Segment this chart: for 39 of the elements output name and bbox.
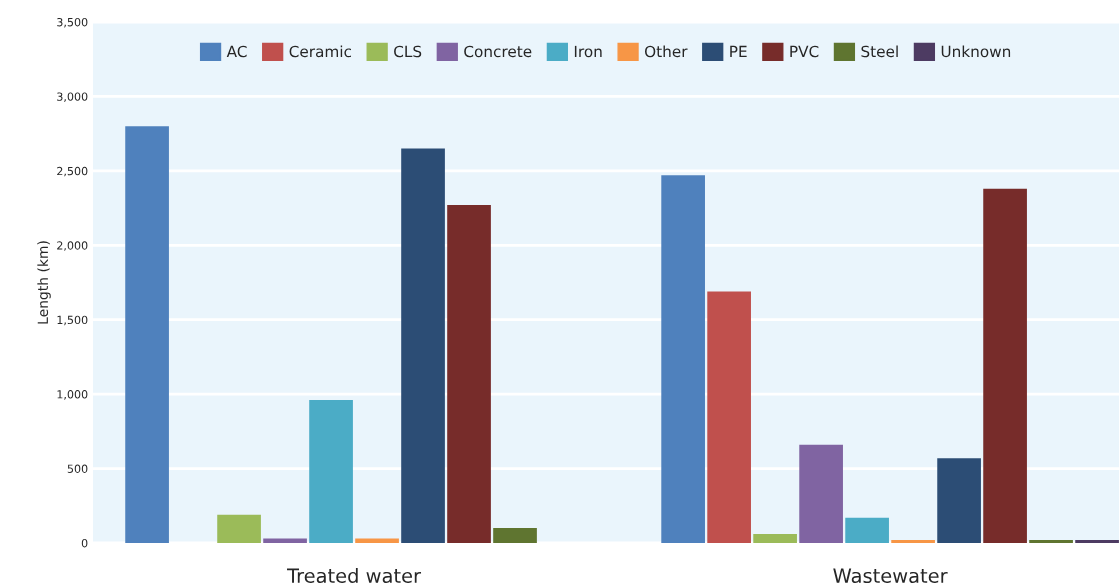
y-tick-label: 3,000 — [57, 92, 88, 102]
bar — [845, 517, 889, 543]
bar — [125, 126, 169, 543]
bar — [447, 205, 491, 543]
bar — [493, 528, 537, 543]
x-tick-label: Treated water — [287, 568, 422, 584]
legend-label: AC — [226, 45, 247, 58]
bar — [799, 444, 843, 543]
legend-label: PVC — [790, 45, 819, 58]
y-tick-label: 1,500 — [57, 315, 88, 326]
bar — [263, 538, 307, 543]
legend-label: Concrete — [464, 45, 532, 58]
y-tick-label: 500 — [67, 464, 88, 473]
y-tick-label: 2,000 — [57, 241, 88, 251]
y-tick-label: 1,000 — [57, 390, 88, 400]
bar — [309, 400, 353, 543]
bar — [661, 175, 705, 543]
bar — [707, 291, 751, 543]
legend-label: Ceramic — [289, 45, 351, 58]
bar — [401, 148, 445, 543]
y-tick-label: 3,500 — [57, 17, 88, 28]
bar — [217, 514, 261, 543]
bar — [1075, 540, 1119, 543]
legend-label: Iron — [574, 45, 602, 58]
legend-label: PE — [730, 45, 747, 58]
bar — [753, 534, 797, 543]
bar — [891, 540, 935, 543]
legend-label: Other — [644, 45, 688, 58]
bar — [937, 458, 981, 543]
x-tick-label: Wastewater — [833, 568, 948, 584]
bar — [983, 188, 1027, 543]
legend-label: Unknown — [941, 45, 1011, 58]
legend-label: Steel — [861, 45, 898, 58]
y-axis-title: Length (km) — [37, 241, 51, 324]
legend-label: CLS — [394, 45, 422, 58]
bar — [355, 538, 399, 543]
y-tick-label: 0 — [81, 538, 88, 548]
bar — [1029, 540, 1073, 543]
y-tick-label: 2,500 — [57, 166, 88, 177]
